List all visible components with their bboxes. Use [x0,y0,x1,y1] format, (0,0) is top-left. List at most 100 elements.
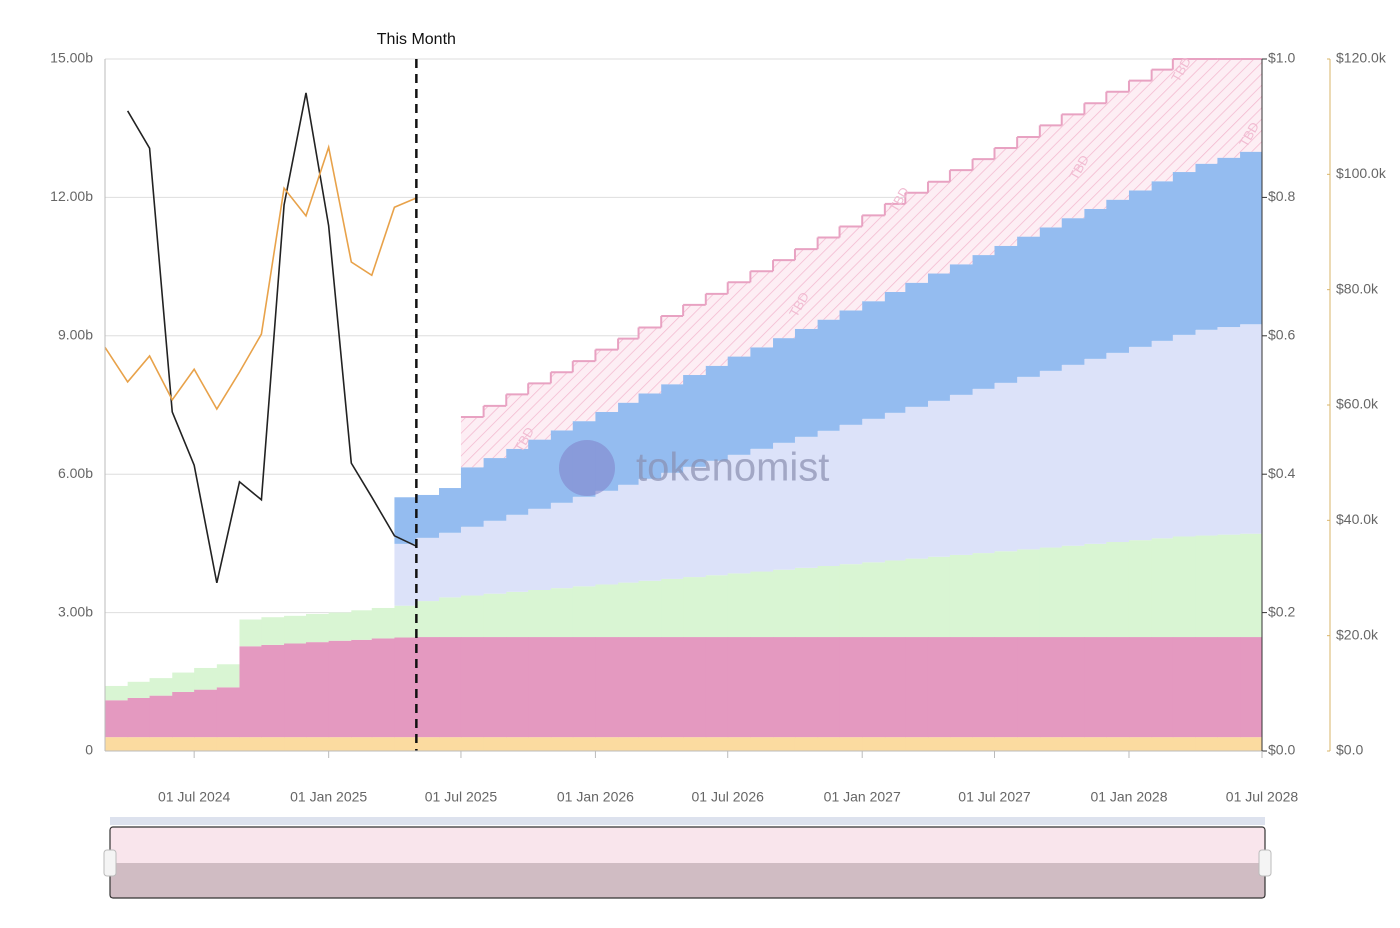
area-segment [1039,637,1063,738]
hatched-segment [750,271,774,348]
area-segment [638,393,662,479]
y3-tick-label: $100.0k [1336,165,1387,181]
area-segment [394,737,417,751]
area-segment [905,558,929,638]
area-segment [371,607,395,639]
x-tick-label: 01 Jan 2028 [1090,789,1167,805]
area-segment [972,637,995,738]
area-segment [1128,540,1153,638]
area-segment [1061,545,1085,638]
area-segment [572,637,596,738]
area-segment [460,467,485,527]
area-segment [1151,737,1174,751]
area-segment [572,586,596,638]
area-segment [817,737,841,751]
area-segment [638,478,662,581]
area-segment [862,301,886,419]
area-segment [239,619,262,647]
y3-tick-label: $0.0 [1336,742,1363,758]
area-segment [305,642,330,738]
line-series [126,92,417,584]
y2-tick-label: $1.0 [1268,50,1295,66]
area-segment [1017,637,1041,738]
area-segment [1217,327,1241,535]
area-segment [172,737,195,751]
navigator-handle-right[interactable] [1258,849,1272,877]
area-segment [927,737,951,751]
watermark-logo [559,440,615,496]
navigator-bar[interactable] [110,817,1265,825]
area-segment [949,394,974,555]
area-segment [1106,199,1130,353]
hatched-segment [794,249,819,329]
area-segment [261,617,285,645]
area-segment [416,637,440,738]
area-segment [1039,370,1063,548]
area-segment [817,637,841,738]
hatched-segment [1128,80,1153,191]
area-segment [683,737,707,751]
line-series [104,144,417,411]
area-segment [683,637,707,738]
hatched-segment [905,192,929,283]
hatched-segment [884,203,906,292]
area-segment [1084,737,1107,751]
y3-tick-label: $60.0k [1336,396,1379,412]
area-segment [794,737,819,751]
y-tick-label: 15.00b [50,50,93,66]
hatched-segment [618,338,640,403]
area-segment [773,442,796,570]
area-segment [1172,334,1196,537]
area-segment [839,424,863,565]
area-segment [439,597,462,638]
y2-tick-label: $0.8 [1268,188,1295,204]
area-segment [994,737,1018,751]
area-segment [305,737,330,751]
area-segment [1217,737,1241,751]
area-segment [773,338,796,443]
area-segment [862,418,886,563]
area-segment [328,737,352,751]
area-segment [483,593,507,638]
area-segment [661,737,684,751]
range-navigator[interactable] [103,817,1272,899]
area-segment [194,737,218,751]
area-segment [528,589,552,638]
area-segment [661,472,684,579]
area-segment [483,737,507,751]
hatched-segment [572,361,596,422]
area-segment [727,573,751,638]
hatched-segment [460,416,485,468]
area-segment [149,678,173,696]
navigator-handle-left[interactable] [103,849,117,877]
area-segment [528,737,552,751]
area-segment [460,595,485,638]
area-segment [460,526,485,596]
area-segment [1017,549,1041,638]
area-segment [1106,542,1130,638]
area-segment [1240,637,1263,738]
area-segment [216,687,240,738]
area-segment [528,439,552,509]
area-segment [483,520,507,594]
area-segment [1017,236,1041,377]
hatched-segment [727,282,751,357]
area-segment [371,638,395,738]
y3-tick-label: $120.0k [1336,50,1387,66]
area-segment [1061,218,1085,365]
area-segment [1217,637,1241,738]
area-segment [1106,737,1130,751]
area-segment [239,737,262,751]
hatched-segment [862,215,886,302]
area-segment [394,543,417,606]
area-segment [638,580,662,638]
area-segment [994,245,1018,383]
y-tick-label: 12.00b [50,188,93,204]
area-segment [839,637,863,738]
area-segment [506,637,529,738]
area-segment [1106,637,1130,738]
area-segment [284,615,307,644]
area-segment [1017,376,1041,550]
hatched-segment [683,304,707,376]
area-segment [618,484,640,583]
